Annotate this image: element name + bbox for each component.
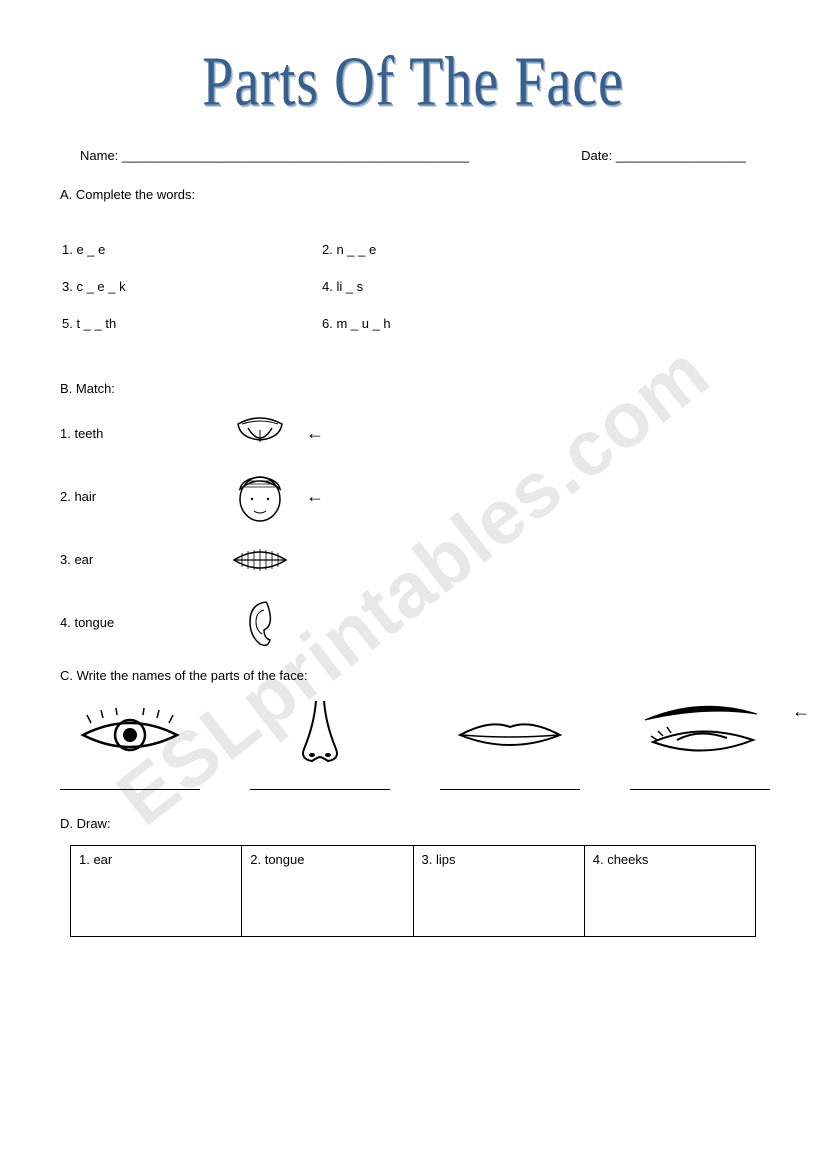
word-item: 1. e _ e xyxy=(62,242,322,257)
section-b: B. Match: 1. teeth ← 2. hair ← 3. xyxy=(60,381,766,650)
name-field-label: Name: __________________________________… xyxy=(80,148,469,163)
partc-row: ← xyxy=(60,697,766,790)
match-label: 2. hair xyxy=(60,489,220,504)
answer-line xyxy=(250,776,390,790)
draw-cell: 2. tongue xyxy=(242,846,413,936)
match-row: 2. hair ← xyxy=(60,469,766,524)
hair-icon xyxy=(220,469,300,524)
arrow-icon: ← xyxy=(306,486,324,507)
word-item: 3. c _ e _ k xyxy=(62,279,322,294)
lips-icon xyxy=(450,697,570,772)
partc-item xyxy=(60,697,200,790)
partc-item xyxy=(250,697,390,790)
tongue-icon xyxy=(220,406,300,461)
teeth-icon xyxy=(220,532,300,587)
nose-icon xyxy=(290,697,350,772)
eyebrow-icon xyxy=(635,697,765,772)
draw-cell: 3. lips xyxy=(414,846,585,936)
word-item: 6. m _ u _ h xyxy=(322,316,582,331)
match-row: 4. tongue xyxy=(60,595,766,650)
answer-line xyxy=(60,776,200,790)
word-item: 5. t _ _ th xyxy=(62,316,322,331)
answer-line xyxy=(630,776,770,790)
section-c-heading: C. Write the names of the parts of the f… xyxy=(60,668,766,683)
section-c: C. Write the names of the parts of the f… xyxy=(60,668,766,790)
section-a: A. Complete the words: 1. e _ e 2. n _ _… xyxy=(60,187,766,331)
section-d-heading: D. Draw: xyxy=(60,816,766,831)
match-row: 3. ear xyxy=(60,532,766,587)
section-b-heading: B. Match: xyxy=(60,381,766,396)
word-item: 2. n _ _ e xyxy=(322,242,582,257)
ear-icon xyxy=(220,595,300,650)
match-row: 1. teeth ← xyxy=(60,406,766,461)
page-title: Parts Of The Face xyxy=(60,42,766,122)
header-row: Name: __________________________________… xyxy=(80,148,746,163)
draw-cell: 1. ear xyxy=(71,846,242,936)
arrow-icon: ← xyxy=(306,423,324,444)
date-field-label: Date: __________________ xyxy=(581,148,746,163)
eye-icon xyxy=(75,697,185,772)
arrow-icon: ← xyxy=(792,701,810,722)
match-label: 1. teeth xyxy=(60,426,220,441)
complete-words-grid: 1. e _ e 2. n _ _ e 3. c _ e _ k 4. li _… xyxy=(62,242,766,331)
section-a-heading: A. Complete the words: xyxy=(60,187,766,202)
partc-item: ← xyxy=(630,697,770,790)
draw-cell: 4. cheeks xyxy=(585,846,755,936)
draw-table: 1. ear 2. tongue 3. lips 4. cheeks xyxy=(70,845,756,937)
match-label: 4. tongue xyxy=(60,615,220,630)
partc-item xyxy=(440,697,580,790)
word-item: 4. li _ s xyxy=(322,279,582,294)
match-label: 3. ear xyxy=(60,552,220,567)
section-d: D. Draw: 1. ear 2. tongue 3. lips 4. che… xyxy=(60,816,766,937)
answer-line xyxy=(440,776,580,790)
